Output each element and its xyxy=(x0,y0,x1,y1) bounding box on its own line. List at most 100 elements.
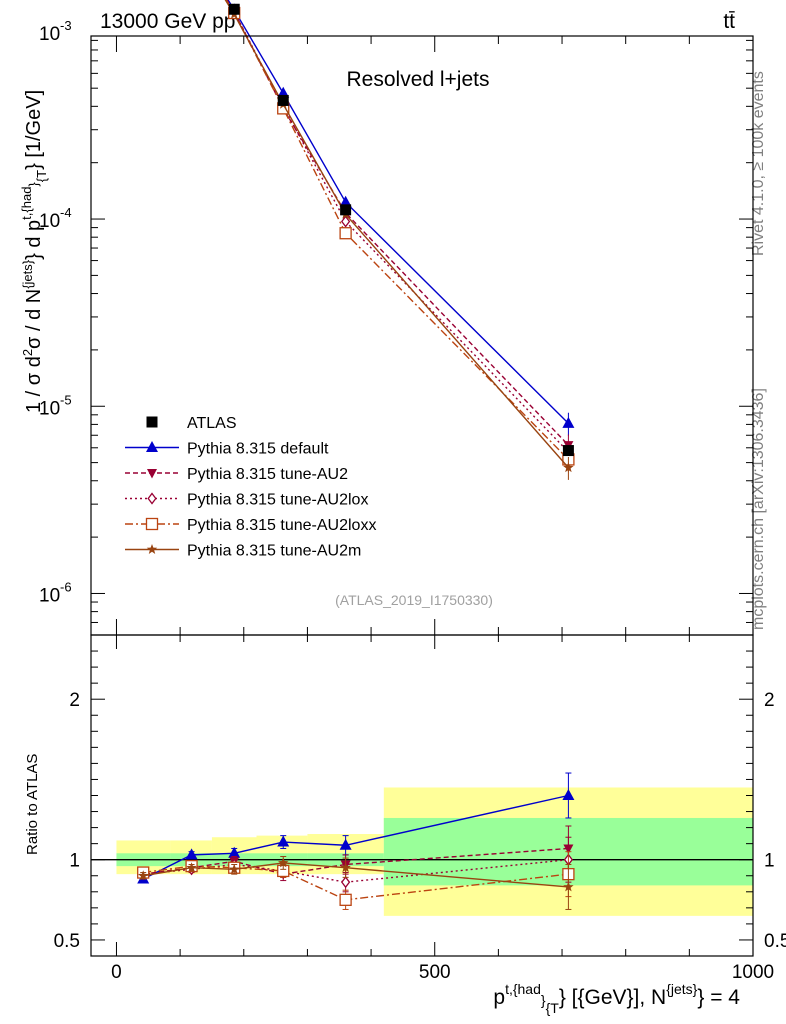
ratio-data-point xyxy=(186,862,197,873)
ratio-y-ticks xyxy=(91,650,753,941)
ylabel-sup-a: 2 xyxy=(20,349,35,356)
main-y-tick-label: 10 -5 xyxy=(39,392,72,419)
ratio-data-point xyxy=(339,838,352,850)
legend-label: Pythia 8.315 default xyxy=(187,441,329,458)
legend-entry: Pythia 8.315 tune-AU2loxx xyxy=(125,517,376,534)
xlabel-sup-b: {jets} xyxy=(666,981,697,997)
main-y-tick-exponent: -3 xyxy=(60,18,72,33)
ratio-series-line xyxy=(142,794,569,880)
xlabel-part-c: } = 4 xyxy=(697,986,740,1009)
main-ylabel: 1 / σ d2σ / d N{jets}} d pt,{had}{T} [1/… xyxy=(19,90,49,413)
ratio-data-point xyxy=(340,862,351,873)
legend-marker xyxy=(146,544,158,554)
series-line xyxy=(224,0,569,469)
x-tick-label: 0 xyxy=(111,962,122,983)
mcplots-label: mcplots.cern.ch [arXiv:1306.3436] xyxy=(750,388,767,630)
main-y-tick-label: 10 -4 xyxy=(39,205,72,232)
process-label: tt̄ xyxy=(723,10,735,33)
legend-marker xyxy=(147,492,157,505)
legend-marker xyxy=(145,517,159,531)
ratio-series-line xyxy=(143,865,569,901)
ratio-data-point xyxy=(228,846,241,858)
ratio-plot-frame xyxy=(90,634,754,957)
xlabel-part-b: } [{GeV}], N xyxy=(559,986,666,1009)
legend-marker xyxy=(147,469,157,479)
data-point xyxy=(277,94,289,106)
main-y-tick-exponent: -6 xyxy=(60,579,72,594)
ylabel-part-b: σ / d N xyxy=(23,289,45,349)
energy-label: 13000 GeV pp xyxy=(100,10,235,33)
ylabel-sup-b: {jets} xyxy=(20,259,35,289)
legend-label: ATLAS xyxy=(187,415,237,432)
xlabel-sub-a: } xyxy=(541,992,546,1008)
series-line xyxy=(226,0,569,446)
data-point xyxy=(563,462,574,473)
main-title: Resolved l+jets xyxy=(347,68,490,91)
main-y-tick-mantissa: 10 xyxy=(39,398,60,419)
ylabel-part-a: 1 / σ d xyxy=(23,356,45,413)
ratio-data-point xyxy=(185,848,198,860)
main-y-tick-mantissa: 10 xyxy=(39,211,60,232)
ylabel-sup-c: t,{had xyxy=(19,187,34,220)
legend-label: Pythia 8.315 tune-AU2 xyxy=(187,466,348,483)
data-point xyxy=(562,416,575,428)
main-y-tick-label: 10 -3 xyxy=(39,18,72,45)
ylabel-part-c: } d p xyxy=(23,220,45,260)
main-y-tick-mantissa: 10 xyxy=(39,24,60,45)
legend-marker xyxy=(146,441,158,452)
x-tick-label: 1000 xyxy=(732,962,774,983)
ratio-data-point xyxy=(563,881,574,892)
series-pythia-8-315-default xyxy=(227,0,575,436)
xlabel-sup-a: t,{had xyxy=(505,981,541,997)
data-point xyxy=(339,195,352,207)
main-y-tick-exponent: -5 xyxy=(60,392,72,407)
data-point xyxy=(339,227,352,240)
ylabel-sub-c: } xyxy=(26,182,41,187)
main-panel: 10-210-310-410-510-6 xyxy=(39,0,754,636)
series-atlas xyxy=(228,3,574,457)
ratio-series-line xyxy=(143,859,569,883)
legend-entry: Pythia 8.315 tune-AU2lox xyxy=(125,492,368,509)
main-y-tick-label: 10 -6 xyxy=(39,579,72,606)
ratio-y-tick-label-left: 0.5 xyxy=(54,931,80,952)
ratio-data-point xyxy=(339,893,352,906)
ratio-panel: 2 2 1 1 0.5 0.5 0 500 1000 xyxy=(54,635,786,983)
ratio-y-tick-label-right: 2 xyxy=(764,690,775,711)
legend-label: Pythia 8.315 tune-AU2m xyxy=(187,543,361,560)
ratio-series-pythia-8-315-default xyxy=(137,772,575,884)
xlabel-subsub-a: {T xyxy=(546,1000,560,1016)
data-point xyxy=(228,3,240,15)
ratio-data-point xyxy=(562,789,575,800)
x-axis-label: pt,{had}{T} [{GeV}], N{jets}} = 4 xyxy=(493,981,740,1016)
ratio-data-point xyxy=(340,876,351,889)
ratio-y-tick-label-right: 1 xyxy=(764,851,775,872)
ratio-series-line xyxy=(143,862,569,888)
legend-entry: Pythia 8.315 tune-AU2m xyxy=(125,543,361,560)
legend-marker xyxy=(146,416,158,428)
xlabel-part-a: p xyxy=(493,986,505,1009)
rivet-label: Rivet 4.1.0, ≥ 100k events xyxy=(750,71,767,256)
legend-entry: Pythia 8.315 default xyxy=(125,441,329,458)
legend: ATLAS Pythia 8.315 default Pythia 8.315 tu… xyxy=(125,415,376,560)
uncertainty-bands xyxy=(116,787,753,916)
ratio-series-pythia-8-315-tune-au2m xyxy=(137,855,574,910)
ratio-data-point xyxy=(137,870,149,881)
legend-label: Pythia 8.315 tune-AU2loxx xyxy=(187,517,376,534)
ratio-data-point xyxy=(277,835,290,847)
series-line xyxy=(227,0,569,424)
legend-label: Pythia 8.315 tune-AU2lox xyxy=(187,492,368,509)
ratio-y-tick-label-left: 2 xyxy=(69,690,80,711)
ratio-ylabel: Ratio to ATLAS xyxy=(24,754,41,855)
ratio-data-point xyxy=(278,857,289,868)
ratio-y-tick-label-left: 1 xyxy=(69,851,80,872)
data-point xyxy=(340,204,352,216)
legend-entry: ATLAS xyxy=(146,415,237,432)
main-y-tick-exponent: -4 xyxy=(60,205,72,220)
data-point xyxy=(562,445,574,457)
ratio-data-point xyxy=(228,863,240,874)
watermark: (ATLAS_2019_I1750330) xyxy=(335,592,493,608)
ylabel-part-d: } [1/GeV] xyxy=(23,90,45,170)
x-tick-label: 500 xyxy=(419,962,451,983)
main-y-tick-mantissa: 10 xyxy=(39,585,60,606)
